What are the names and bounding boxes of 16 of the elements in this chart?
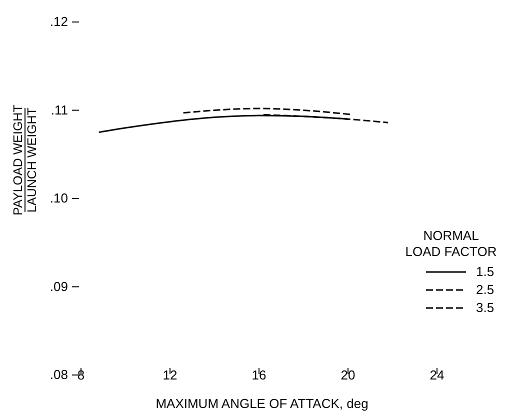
legend-label: 2.5 — [476, 282, 494, 297]
y-tick-label: .11 — [50, 102, 68, 118]
x-axis-title: MAXIMUM ANGLE OF ATTACK, deg — [156, 396, 368, 411]
x-tick-label: 16 — [252, 368, 266, 383]
legend-label: 1.5 — [476, 264, 494, 279]
x-tick-label: 8 — [77, 368, 85, 383]
legend-label: 3.5 — [476, 300, 494, 315]
y-tick-label: .09 — [50, 278, 68, 294]
y-tick-label: .08 — [50, 367, 68, 382]
x-tick-label: 12 — [162, 368, 178, 383]
y-tick-label: .12 — [50, 14, 68, 30]
x-tick-label: 20 — [340, 368, 356, 383]
y-tick-label: .10 — [50, 190, 68, 206]
legend-title: NORMAL LOAD FACTOR — [405, 228, 497, 259]
x-tick-label: 24 — [430, 368, 444, 383]
y-axis-title: PAYLOAD WEIGHT LAUNCH WEIGHT — [11, 104, 39, 216]
